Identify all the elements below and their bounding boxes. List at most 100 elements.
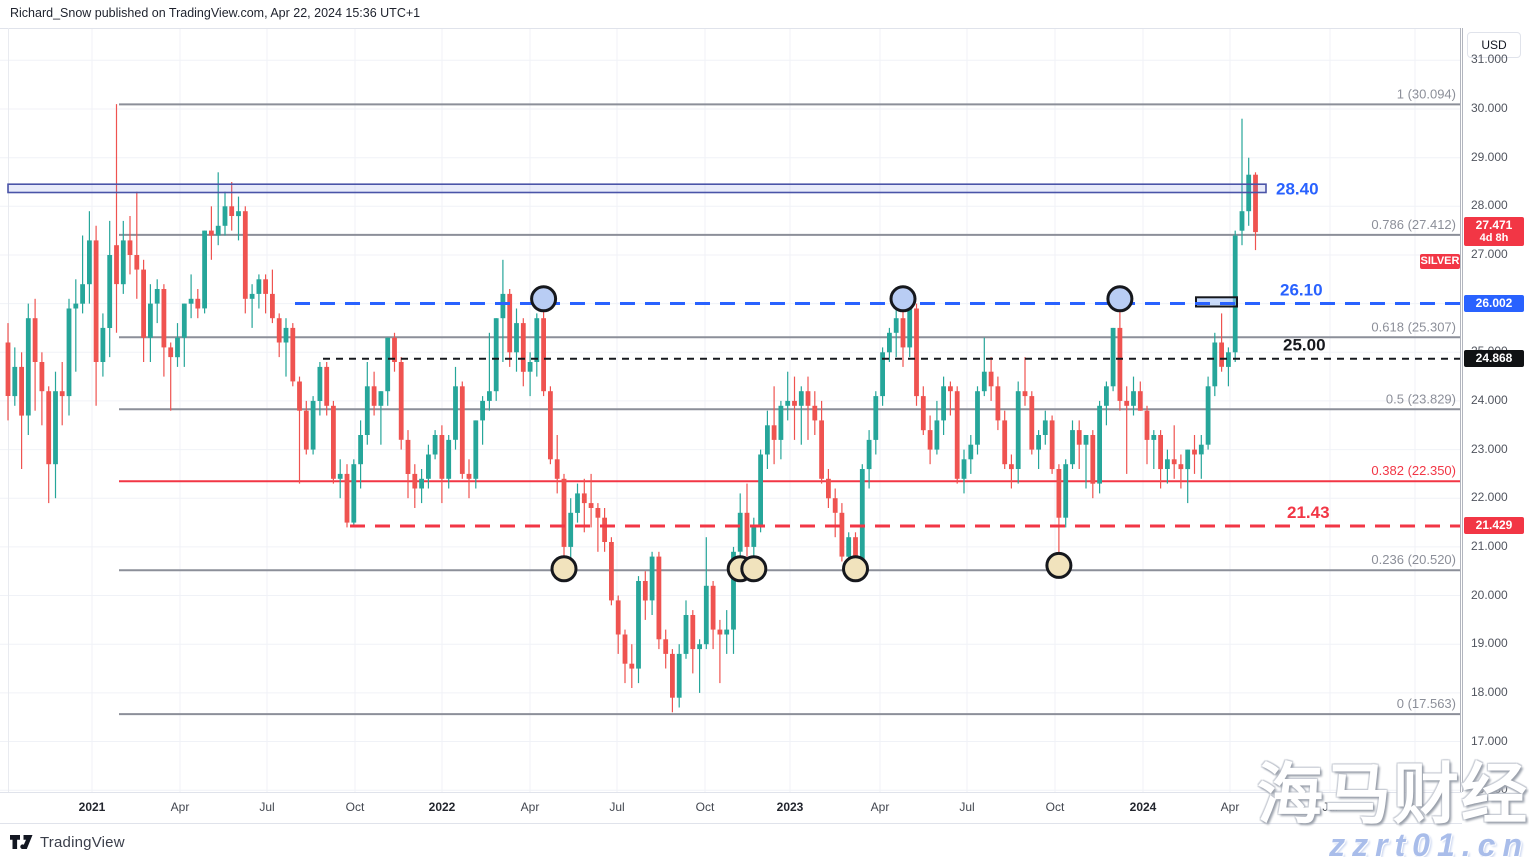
candle-body	[480, 400, 485, 421]
candle-body	[175, 337, 180, 358]
candle-body	[229, 206, 235, 216]
fib-label-0: 0 (17.563)	[1397, 696, 1456, 711]
candle-body	[358, 435, 363, 465]
candle-body	[351, 464, 357, 523]
candle-body	[995, 386, 1001, 421]
candle-body	[839, 512, 845, 557]
candle-body	[371, 386, 377, 406]
candle-body	[615, 600, 621, 635]
candle-body	[1178, 464, 1184, 470]
price-tick: 21.000	[1471, 539, 1508, 553]
fib-label-0.382: 0.382 (22.350)	[1371, 463, 1456, 478]
candle-body	[405, 439, 411, 474]
marker-support-touch[interactable]	[842, 555, 869, 583]
candle-body	[337, 473, 343, 479]
candle-body	[249, 293, 255, 299]
candle-body	[751, 527, 757, 547]
price-badge-27.471: 27.471 4d 8h	[1464, 217, 1524, 246]
candle-body	[324, 366, 330, 406]
candle-body	[554, 459, 560, 479]
candle-body	[127, 240, 133, 255]
fib-label-1: 1 (30.094)	[1397, 86, 1456, 101]
candle-body	[1083, 435, 1089, 445]
candle-body	[920, 396, 926, 431]
candle-body	[1131, 391, 1136, 406]
candle-body	[636, 581, 641, 669]
candle-body	[1205, 386, 1211, 445]
candle-body	[1239, 211, 1245, 231]
candle-body	[222, 206, 228, 226]
time-axis[interactable]: 2021 Apr Jul Oct 2022 Apr Jul Oct 2023 Apr Jul Oct 2…	[0, 792, 1462, 824]
candle-body	[1056, 469, 1062, 518]
marker-resistance-touch[interactable]	[1106, 285, 1134, 313]
price-tick: 22.000	[1471, 490, 1508, 504]
candle-body	[493, 318, 499, 392]
candle-body	[602, 517, 607, 542]
time-tick-Oct: Oct	[695, 800, 715, 814]
price-tick: 17.000	[1471, 734, 1508, 748]
time-tick-Jul: Jul	[609, 800, 625, 814]
price-tick: 18.000	[1471, 685, 1508, 699]
candle-body	[473, 420, 479, 479]
supply-zone[interactable]	[7, 183, 1267, 194]
candle-body	[514, 323, 519, 353]
candle-body	[527, 362, 533, 372]
candle-body	[975, 391, 980, 445]
fib-label-0.786: 0.786 (27.412)	[1371, 217, 1456, 232]
candle-body	[961, 459, 967, 479]
candle-body	[1165, 459, 1170, 469]
candle-body	[487, 391, 492, 401]
chart-plot[interactable]: 1 (30.094) 0.786 (27.412) 0.618 (25.307) 0.…	[0, 28, 1462, 792]
candle-body	[466, 473, 472, 479]
candle-body	[1232, 235, 1238, 353]
price-tick: 16.000	[1471, 782, 1508, 796]
candle-body	[1009, 464, 1014, 470]
price-badge-24.868: 24.868	[1464, 350, 1524, 367]
price-tick: 23.000	[1471, 442, 1508, 456]
byline: Richard_Snow published on TradingView.co…	[10, 6, 421, 20]
candle-body	[236, 211, 241, 217]
marker-support-touch[interactable]	[1045, 551, 1073, 579]
candle-body	[785, 400, 791, 406]
time-tick-Jul: Jul	[1322, 800, 1338, 814]
candle-body	[900, 318, 906, 348]
tradingview-logo-text[interactable]: TradingView	[40, 833, 125, 851]
candle-body	[25, 318, 31, 416]
candle-body	[670, 653, 675, 698]
time-tick-Oct: Oct	[345, 800, 365, 814]
candle-body	[188, 298, 194, 304]
watermark-url: zzrt01.cn	[1329, 827, 1529, 857]
candle-body	[439, 435, 445, 479]
time-tick-Jul: Jul	[259, 800, 275, 814]
candle-body	[581, 493, 587, 504]
candle-body	[283, 327, 289, 343]
candle-body	[907, 308, 913, 348]
candle-body	[792, 400, 797, 406]
candle-body	[419, 478, 424, 489]
currency-button[interactable]: USD	[1467, 32, 1521, 58]
candle-body	[344, 473, 350, 523]
candle-body	[520, 323, 526, 372]
marker-support-touch[interactable]	[550, 555, 578, 583]
candle-body	[812, 405, 818, 421]
time-tick-2022: 2022	[428, 800, 456, 814]
fib-label-0.5: 0.5 (23.829)	[1386, 391, 1456, 406]
candle-body	[1137, 391, 1143, 411]
price-axis[interactable]: USD 31.00030.00029.00028.00027.00026.000…	[1462, 28, 1529, 796]
order-block-box[interactable]	[1195, 296, 1238, 308]
candle-body	[826, 478, 831, 499]
candle-body	[1049, 420, 1055, 470]
candle-body	[161, 289, 167, 348]
candle-body	[575, 493, 580, 513]
candle-body	[629, 663, 635, 669]
candle-body	[758, 454, 763, 528]
marker-resistance-touch[interactable]	[530, 285, 558, 313]
candle-body	[195, 298, 201, 309]
zone-label: 28.40	[1276, 179, 1319, 198]
time-tick-Jul: Jul	[959, 800, 975, 814]
marker-support-touch[interactable]	[740, 555, 768, 583]
marker-resistance-touch[interactable]	[889, 285, 917, 313]
candle-body	[87, 240, 92, 285]
tradingview-logo-icon[interactable]	[10, 834, 33, 850]
candle-body	[1198, 444, 1204, 455]
